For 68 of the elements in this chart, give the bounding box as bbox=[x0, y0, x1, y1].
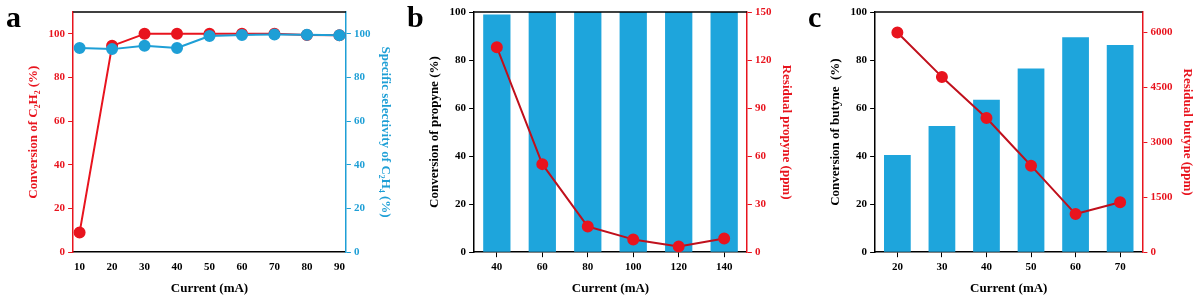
x-tick-label: 40 bbox=[171, 259, 184, 272]
y2-tick-label: 60 bbox=[754, 148, 767, 161]
y2-axis-title: Residual butyne (ppm) bbox=[1180, 68, 1196, 196]
y2-tick-label: 4500 bbox=[1150, 80, 1173, 93]
y-tick-label: 0 bbox=[460, 245, 467, 258]
y2-tick-label: 120 bbox=[754, 52, 772, 65]
y-tick-label: 20 bbox=[455, 197, 467, 209]
y-tick-label: 40 bbox=[856, 148, 868, 161]
x-tick-label: 30 bbox=[936, 259, 948, 272]
y-tick-label: 80 bbox=[856, 52, 868, 65]
y-tick-label: 60 bbox=[455, 100, 467, 113]
x-axis-title: Current (mA) bbox=[571, 279, 650, 295]
y-tick-label: 100 bbox=[850, 4, 868, 17]
x-tick-label: 70 bbox=[1114, 259, 1127, 272]
x-tick-label: 20 bbox=[106, 259, 119, 272]
y2-axis-title: Specific selectivity of C₂H₄ (%) bbox=[378, 46, 394, 218]
y2-tick-label: 20 bbox=[353, 201, 366, 214]
y-axis-title: Conversion of C₂H₂ (%) bbox=[25, 65, 41, 199]
y-tick-label: 40 bbox=[54, 157, 66, 170]
x-tick-label: 30 bbox=[139, 259, 151, 272]
x-tick-label: 40 bbox=[980, 259, 993, 272]
x-tick-label: 80 bbox=[301, 259, 313, 272]
y-tick-label: 20 bbox=[856, 197, 868, 209]
y-axis-title: Conversion of propyne (%) bbox=[426, 56, 442, 208]
x-tick-label: 60 bbox=[536, 259, 549, 272]
chart-title: a bbox=[6, 0, 21, 34]
x-tick-label: 50 bbox=[204, 259, 216, 272]
y2-tick-label: 6000 bbox=[1150, 25, 1173, 38]
chart-title: b bbox=[407, 0, 424, 34]
y2-tick-label: 0 bbox=[353, 245, 360, 258]
x-axis-title: Current (mA) bbox=[970, 279, 1048, 295]
y2-tick-label: 0 bbox=[1150, 245, 1157, 258]
y-tick-label: 60 bbox=[54, 114, 66, 127]
x-axis-title: Current (mA) bbox=[170, 279, 249, 295]
x-tick-label: 10 bbox=[74, 259, 86, 272]
x-tick-label: 70 bbox=[268, 259, 281, 272]
y2-tick-label: 40 bbox=[353, 157, 366, 170]
y2-tick-label: 100 bbox=[353, 26, 371, 39]
y2-tick-label: 80 bbox=[353, 70, 366, 83]
y-tick-label: 0 bbox=[861, 245, 868, 258]
y2-tick-label: 0 bbox=[754, 245, 761, 258]
x-tick-label: 40 bbox=[491, 259, 503, 272]
y2-tick-label: 150 bbox=[754, 4, 772, 17]
y2-tick-label: 60 bbox=[353, 114, 366, 127]
y2-tick-label: 30 bbox=[754, 197, 767, 209]
y-tick-label: 100 bbox=[48, 26, 66, 39]
x-tick-label: 120 bbox=[670, 259, 688, 272]
x-tick-label: 60 bbox=[236, 259, 248, 272]
y-tick-label: 20 bbox=[54, 201, 66, 214]
x-tick-label: 50 bbox=[1025, 259, 1038, 272]
x-tick-label: 80 bbox=[582, 259, 594, 272]
y-tick-label: 0 bbox=[59, 245, 66, 258]
x-tick-label: 140 bbox=[715, 259, 733, 272]
y2-tick-label: 3000 bbox=[1150, 135, 1173, 148]
y-tick-label: 80 bbox=[54, 70, 66, 83]
y2-tick-label: 90 bbox=[754, 100, 767, 113]
x-tick-label: 100 bbox=[624, 259, 642, 272]
x-tick-label: 20 bbox=[891, 259, 904, 272]
y2-tick-label: 1500 bbox=[1150, 190, 1173, 203]
chart-title: c bbox=[808, 0, 822, 34]
y-axis-title: Conversion of butyne (%) bbox=[827, 58, 843, 206]
y-tick-label: 100 bbox=[449, 4, 467, 17]
y-tick-label: 60 bbox=[856, 100, 868, 113]
x-tick-label: 60 bbox=[1070, 259, 1082, 272]
y-tick-label: 40 bbox=[455, 148, 467, 161]
y-tick-label: 80 bbox=[455, 52, 467, 65]
y2-axis-title: Residual propyne (ppm) bbox=[779, 64, 795, 200]
x-tick-label: 90 bbox=[333, 259, 346, 272]
